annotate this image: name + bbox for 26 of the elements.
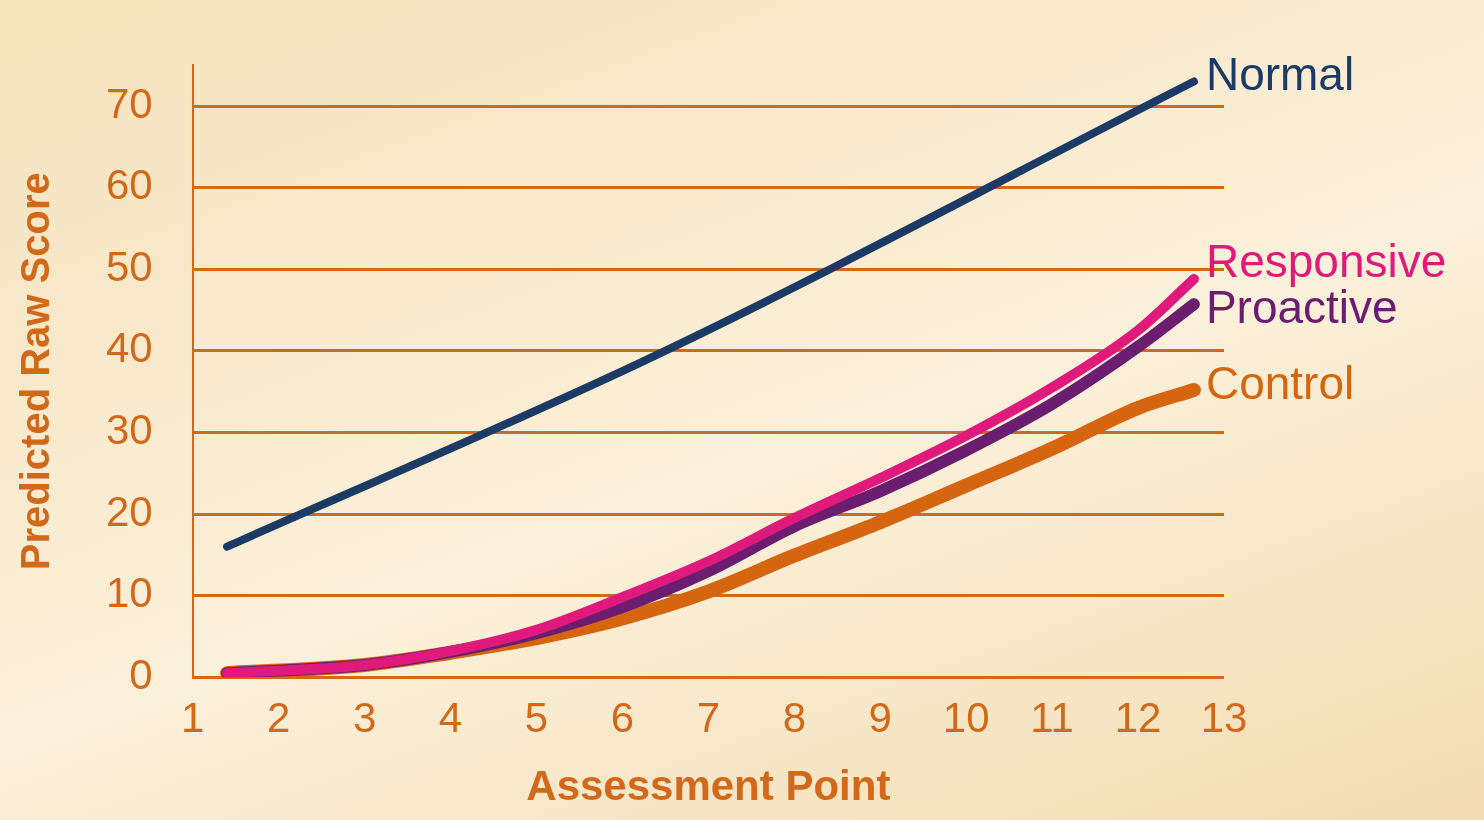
x-tick-label: 13 <box>1200 693 1248 741</box>
x-tick-label: 4 <box>438 693 463 741</box>
x-tick-label: 9 <box>868 693 892 741</box>
x-tick-label: 2 <box>266 693 291 741</box>
x-tick-label: 7 <box>696 693 721 741</box>
x-tick-label: 1 <box>181 693 205 741</box>
y-tick-label: 0 <box>129 650 153 698</box>
series-label: Responsive <box>1205 235 1447 288</box>
series-label: Normal <box>1205 48 1355 101</box>
x-tick-label: 10 <box>942 693 990 741</box>
y-axis-title: Predicted Raw Score <box>13 172 58 571</box>
y-tick-label: 60 <box>106 161 153 209</box>
y-tick-label: 50 <box>106 242 153 290</box>
y-tick-label: 40 <box>106 324 153 372</box>
x-tick-label: 5 <box>524 693 549 741</box>
y-tick-label: 20 <box>106 487 153 535</box>
x-tick-label: 8 <box>782 693 806 741</box>
x-tick-label: 12 <box>1114 693 1162 741</box>
series-label: Control <box>1205 356 1355 409</box>
x-axis-title: Assessment Point <box>526 762 891 810</box>
y-tick-label: 70 <box>106 79 153 127</box>
y-tick-label: 10 <box>106 569 153 617</box>
x-tick-label: 6 <box>610 693 635 741</box>
x-tick-label: 3 <box>352 693 377 741</box>
y-tick-label: 30 <box>106 405 153 453</box>
x-tick-label: 11 <box>1030 693 1074 741</box>
